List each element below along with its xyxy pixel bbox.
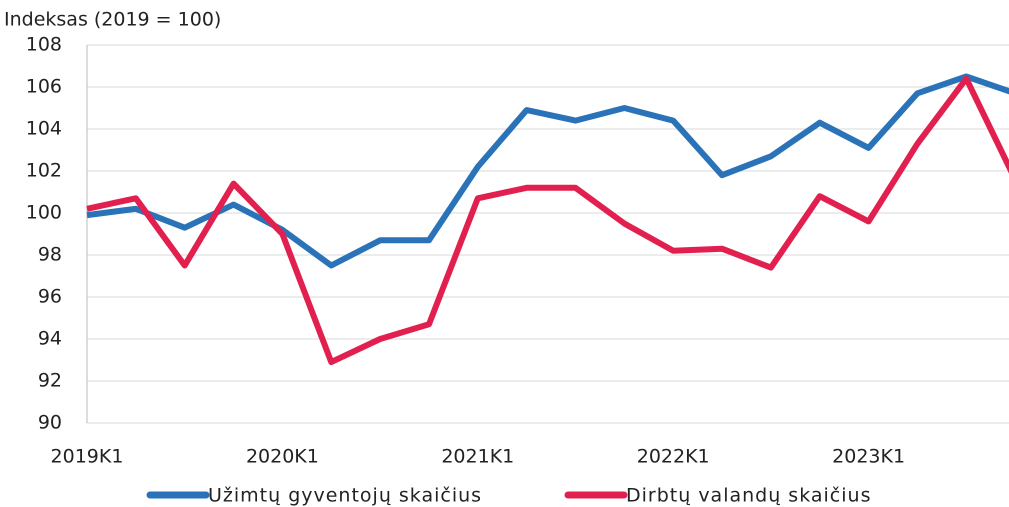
y-tick-label: 94 [38, 328, 62, 350]
legend-label: Dirbtų valandų skaičius [626, 485, 871, 507]
y-tick-label: 90 [38, 412, 62, 434]
legend-label: Užimtų gyventojų skaičius [208, 485, 482, 507]
y-tick-label: 106 [26, 76, 62, 98]
x-tick-label: 2020K1 [246, 446, 319, 468]
grid: 90 92 94 96 98 100 102 104 106 108 2019K1 2020K1 202… [26, 34, 1009, 468]
lines [86, 73, 1009, 366]
y-tick-label: 92 [38, 370, 62, 392]
y-tick-label: 102 [26, 160, 62, 182]
series-line [86, 75, 1009, 366]
series-line [86, 73, 1009, 269]
x-tick-label: 2021K1 [441, 446, 514, 468]
y-tick-label: 108 [26, 34, 62, 56]
y-tick-label: 96 [38, 286, 62, 308]
x-tick-label: 2019K1 [51, 446, 124, 468]
legend: Užimtų gyventojų skaičius Dirbtų valandų … [146, 485, 871, 507]
y-tick-label: 100 [26, 202, 62, 224]
y-axis-label: Indeksas (2019 = 100) [4, 9, 221, 31]
y-tick-label: 104 [26, 118, 62, 140]
x-tick-label: 2022K1 [637, 446, 710, 468]
x-tick-label: 2023K1 [832, 446, 905, 468]
y-tick-label: 98 [38, 244, 62, 266]
